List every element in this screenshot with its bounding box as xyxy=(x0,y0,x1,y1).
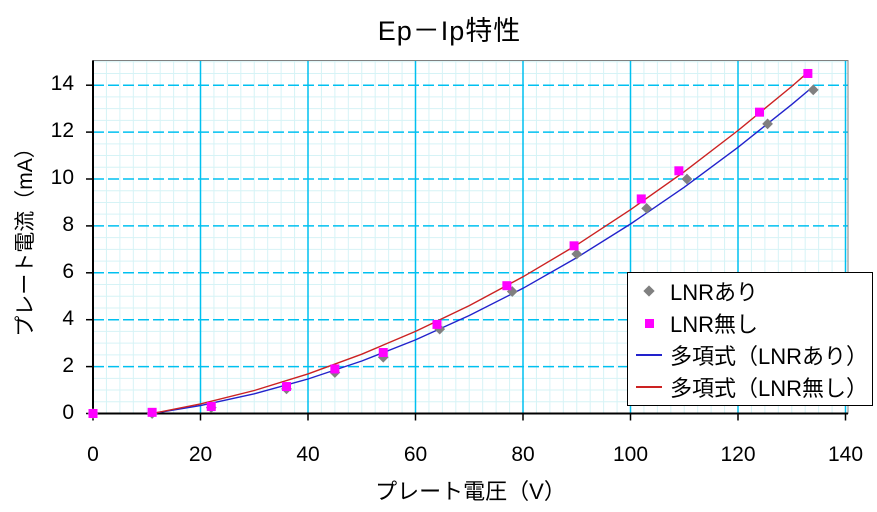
legend-item-label: 多項式（LNR無し） xyxy=(670,375,869,401)
legend-marker-cell xyxy=(628,353,670,356)
legend: LNRあり LNR無し 多項式（LNRあり） 多項式（LNR無し） xyxy=(627,272,873,406)
x-tick-label: 100 xyxy=(612,443,649,466)
data-point-lnr-with xyxy=(807,84,819,96)
data-point-lnr-without xyxy=(803,68,813,78)
legend-marker-cell xyxy=(628,285,670,297)
legend-item-poly-lnr-with: 多項式（LNRあり） xyxy=(628,339,872,370)
data-point-lnr-without xyxy=(674,166,684,176)
data-point-lnr-without xyxy=(206,401,216,411)
y-tick-label: 6 xyxy=(62,259,74,283)
data-point-lnr-without xyxy=(432,319,442,329)
x-tick-label: 120 xyxy=(720,443,756,466)
chart-title: Ep－Ip特性 xyxy=(377,16,522,46)
data-point-lnr-without xyxy=(755,107,764,117)
x-tick-label: 80 xyxy=(511,443,535,466)
y-tick-label: 2 xyxy=(62,353,74,377)
y-tick-label: 0 xyxy=(62,400,74,424)
y-tick-label: 8 xyxy=(62,212,74,236)
data-point-lnr-with xyxy=(641,202,652,214)
x-tick-label: 40 xyxy=(296,443,320,466)
legend-item-lnr-without: LNR無し xyxy=(628,308,872,339)
x-axis-title: プレート電圧（V） xyxy=(375,479,566,504)
x-tick-label: 20 xyxy=(188,443,213,466)
y-tick-label: 4 xyxy=(62,306,74,330)
diamond-marker-icon xyxy=(643,285,655,297)
square-marker-icon xyxy=(644,318,654,328)
data-point-lnr-with xyxy=(681,173,693,185)
y-tick-label: 10 xyxy=(50,166,74,189)
data-point-lnr-without xyxy=(330,364,340,374)
data-point-lnr-without xyxy=(636,194,646,204)
x-tick-label: 140 xyxy=(827,443,864,466)
legend-item-label: LNR無し xyxy=(670,312,759,338)
red-trendline-icon xyxy=(636,385,662,388)
legend-marker-cell xyxy=(628,318,670,328)
trendline-lnr-with xyxy=(151,85,814,415)
blue-trendline-icon xyxy=(636,353,662,356)
legend-item-lnr-with: LNRあり xyxy=(628,276,872,307)
y-tick-label: 12 xyxy=(50,119,74,143)
data-point-lnr-without xyxy=(282,382,291,392)
data-point-lnr-without xyxy=(569,241,579,251)
data-point-lnr-without xyxy=(378,348,388,358)
y-tick-label: 14 xyxy=(50,72,74,96)
x-tick-label: 60 xyxy=(403,443,428,466)
legend-marker-cell xyxy=(628,385,670,388)
legend-item-label: 多項式（LNRあり） xyxy=(670,343,869,369)
x-tick-label: 0 xyxy=(87,443,99,466)
data-point-lnr-without xyxy=(502,281,512,291)
data-point-lnr-without xyxy=(88,409,98,418)
trendline-lnr-without xyxy=(151,71,809,415)
data-point-lnr-without xyxy=(147,407,157,417)
legend-item-poly-lnr-without: 多項式（LNR無し） xyxy=(628,371,872,402)
legend-item-label: LNRあり xyxy=(670,280,759,306)
